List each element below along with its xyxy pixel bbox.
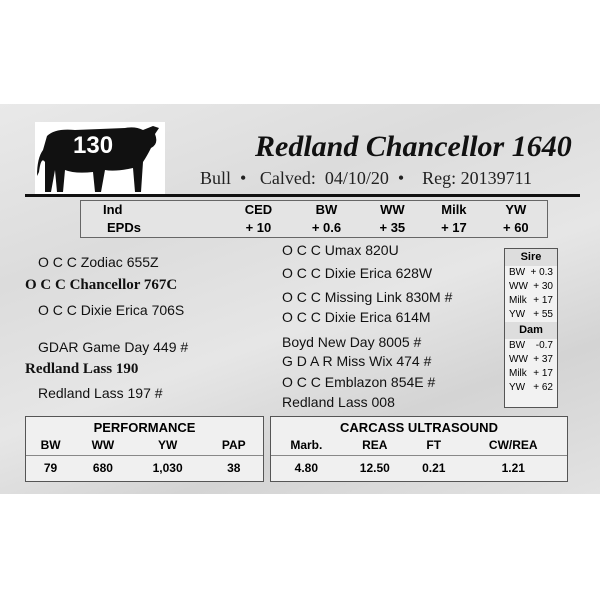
carcass-value: 0.21: [407, 455, 460, 481]
trait: YW: [509, 382, 526, 393]
dam-epd-row: Milk + 17: [505, 367, 557, 381]
sire-epd-title: Sire: [505, 249, 557, 266]
epd-header: Milk: [441, 202, 467, 217]
epd-value: + 0.6: [311, 220, 342, 235]
value: + 30: [533, 281, 553, 292]
animal-info: Bull • Calved: 04/10/20 • Reg: 20139711: [200, 168, 532, 188]
value: + 55: [533, 309, 553, 320]
epd-value: + 17: [441, 220, 467, 235]
epd-header-row: Ind CED BW WW Milk YW: [81, 201, 548, 220]
dam-epd-row: YW + 62: [505, 381, 557, 395]
value: + 17: [533, 368, 553, 379]
carcass-header: Marb.: [290, 438, 323, 452]
dam-epd-row: WW + 37: [505, 353, 557, 367]
sire-epd-row: BW + 0.3: [505, 266, 557, 280]
lot-logo: 130: [35, 122, 165, 196]
performance-value: 79: [26, 455, 76, 481]
carcass-header: REA: [362, 438, 388, 452]
value: + 62: [533, 382, 553, 393]
dam-epd-title: Dam: [505, 322, 557, 339]
pedigree-ss-sire: O C C Umax 820U: [282, 242, 399, 258]
carcass-value: 4.80: [271, 455, 342, 481]
pedigree-dd-dam: Redland Lass 008: [282, 394, 395, 410]
carcass-value: 1.21: [459, 455, 567, 481]
pedigree-dd-sire: O C C Emblazon 854E #: [282, 374, 436, 390]
epd-header: Ind: [103, 202, 123, 217]
epd-header: WW: [380, 202, 405, 217]
pedigree-dam: Redland Lass 190: [25, 361, 139, 377]
sire-epd-row: YW + 55: [505, 308, 557, 322]
value: + 17: [533, 295, 553, 306]
bull-silhouette-icon: [37, 126, 159, 192]
carcass-box: CARCASS ULTRASOUND Marb. REA FT CW/REA 4…: [270, 416, 568, 482]
calved-label: Calved:: [259, 168, 316, 188]
trait: WW: [509, 281, 528, 292]
parent-epd-box: Sire BW + 0.3 WW + 30 Milk + 17 YW + 55 Dam …: [504, 248, 558, 408]
reg-number: 20139711: [460, 168, 532, 188]
calved-date: 04/10/20: [324, 168, 389, 188]
performance-value: 38: [204, 455, 263, 481]
reg-label: Reg:: [422, 168, 457, 188]
epd-header: CED: [244, 202, 273, 217]
performance-header: BW: [40, 438, 61, 452]
trait: BW: [509, 340, 526, 351]
value: -0.7: [535, 340, 553, 351]
pedigree-dam-sire: GDAR Game Day 449 #: [38, 339, 189, 355]
epd-header: YW: [505, 202, 527, 217]
carcass-value: 12.50: [341, 455, 408, 481]
pedigree-sire-dam: O C C Dixie Erica 706S: [38, 302, 185, 318]
trait: Milk: [509, 368, 527, 379]
sex: Bull: [200, 168, 232, 188]
pedigree-ss-dam: O C C Dixie Erica 628W: [282, 265, 433, 281]
sire-epd-row: WW + 30: [505, 280, 557, 294]
pedigree-ds-sire: Boyd New Day 8005 #: [282, 334, 422, 350]
dam-epd-row: BW -0.7: [505, 339, 557, 353]
pedigree-ds-dam: G D A R Miss Wix 474 #: [282, 353, 432, 369]
performance-header: YW: [157, 438, 178, 452]
pedigree-dam-dam: Redland Lass 197 #: [38, 385, 163, 401]
performance-header: WW: [91, 438, 115, 452]
trait: YW: [509, 309, 526, 320]
performance-header: PAP: [221, 438, 246, 452]
epd-header: BW: [315, 202, 338, 217]
animal-name: Redland Chancellor 1640: [255, 130, 572, 163]
trait: WW: [509, 354, 528, 365]
carcass-header: CW/REA: [488, 438, 538, 452]
divider: [25, 194, 580, 197]
sire-epd-row: Milk + 17: [505, 294, 557, 308]
value: + 37: [533, 354, 553, 365]
trait: BW: [509, 267, 526, 278]
epd-table: Ind CED BW WW Milk YW EPDs + 10 + 0.6 + …: [80, 200, 548, 238]
pedigree-sire: O C C Chancellor 767C: [25, 277, 178, 293]
pedigree-sd-sire: O C C Missing Link 830M #: [282, 289, 453, 305]
carcass-header: FT: [426, 438, 442, 452]
performance-value: 680: [75, 455, 131, 481]
epd-value: + 60: [503, 220, 529, 235]
pedigree-sd-dam: O C C Dixie Erica 614M: [282, 309, 431, 325]
value: + 0.3: [530, 267, 553, 278]
performance-box: PERFORMANCE BW WW YW PAP 79 680 1,030 38: [25, 416, 264, 482]
performance-title: PERFORMANCE: [93, 420, 196, 435]
pedigree-sire-sire: O C C Zodiac 655Z: [38, 254, 159, 270]
performance-value: 1,030: [130, 455, 205, 481]
epd-row-label: EPDs: [107, 220, 141, 235]
epd-value: + 35: [379, 220, 406, 235]
lot-number: 130: [73, 132, 114, 159]
trait: Milk: [509, 295, 527, 306]
carcass-title: CARCASS ULTRASOUND: [340, 420, 498, 435]
epd-value: + 10: [245, 220, 272, 235]
epd-value-row: EPDs + 10 + 0.6 + 35 + 17 + 60: [81, 219, 548, 238]
